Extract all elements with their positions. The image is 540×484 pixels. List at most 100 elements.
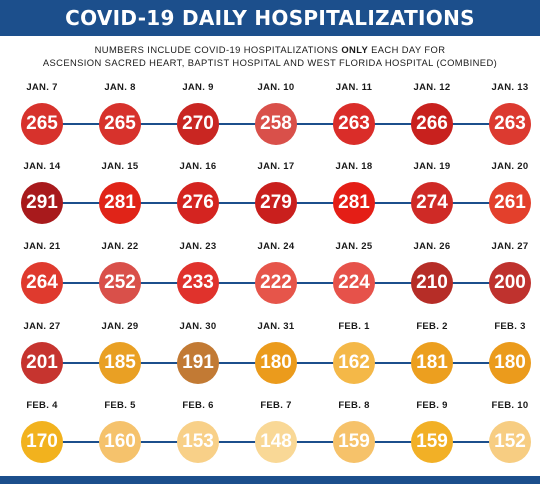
- hospitalization-count-circle: 191: [177, 342, 219, 384]
- hospitalization-count-circle: 170: [21, 421, 63, 463]
- hospitalization-count-circle: 180: [255, 342, 297, 384]
- date-label: JAN. 17: [257, 161, 295, 172]
- subtitle-line-1-post: EACH DAY FOR: [368, 44, 446, 55]
- hospitalization-count-circle: 270: [177, 103, 219, 145]
- hospitalization-count-circle: 264: [21, 262, 63, 304]
- day-cell: FEB. 4 170: [12, 400, 72, 470]
- hospitalization-count-circle: 263: [333, 103, 375, 145]
- date-label: FEB. 6: [182, 400, 214, 411]
- date-label: JAN. 26: [413, 241, 451, 252]
- date-label: FEB. 4: [26, 400, 58, 411]
- date-label: JAN. 12: [413, 82, 451, 93]
- day-cell: JAN. 22 252: [90, 241, 150, 311]
- day-cell: JAN. 21 264: [12, 241, 72, 311]
- day-cell: JAN. 9 270: [168, 82, 228, 152]
- day-cell: JAN. 7 265: [12, 82, 72, 152]
- date-label: JAN. 8: [104, 82, 136, 93]
- hospitalization-count-circle: 153: [177, 421, 219, 463]
- day-cell: JAN. 17 279: [246, 161, 306, 231]
- day-cell: JAN. 27 201: [12, 321, 72, 391]
- date-label: JAN. 25: [335, 241, 373, 252]
- day-cell: JAN. 12 266: [402, 82, 462, 152]
- hospitalization-count-circle: 265: [21, 103, 63, 145]
- title-banner: COVID-19 DAILY HOSPITALIZATIONS: [0, 0, 540, 36]
- hospitalization-count-circle: 233: [177, 262, 219, 304]
- subtitle-line-1-bold: ONLY: [341, 44, 369, 55]
- date-label: JAN. 24: [257, 241, 295, 252]
- date-label: FEB. 5: [104, 400, 136, 411]
- subtitle-line-1-pre: NUMBERS INCLUDE COVID-19 HOSPITALIZATION…: [94, 44, 342, 55]
- date-label: JAN. 23: [179, 241, 217, 252]
- day-cell: FEB. 3 180: [480, 321, 540, 391]
- hospitalization-count-circle: 258: [255, 103, 297, 145]
- day-cell: JAN. 8 265: [90, 82, 150, 152]
- date-label: FEB. 3: [494, 321, 526, 332]
- hospitalization-count-circle: 291: [21, 182, 63, 224]
- date-label: JAN. 21: [23, 241, 61, 252]
- week-row: JAN. 27 201 JAN. 29 185 JAN. 30 191 JAN. 31 180…: [0, 321, 540, 391]
- day-cell: JAN. 14 291: [12, 161, 72, 231]
- date-label: FEB. 2: [416, 321, 448, 332]
- week-row: JAN. 7 265 JAN. 8 265 JAN. 9 270 JAN. 10 258 JAN…: [0, 82, 540, 152]
- footer-bar: [0, 476, 540, 484]
- day-cell: JAN. 25 224: [324, 241, 384, 311]
- day-cell: JAN. 30 191: [168, 321, 228, 391]
- day-cell: JAN. 11 263: [324, 82, 384, 152]
- day-cell: JAN. 19 274: [402, 161, 462, 231]
- day-cell: FEB. 9 159: [402, 400, 462, 470]
- hospitalization-count-circle: 281: [99, 182, 141, 224]
- hospitalization-count-circle: 224: [333, 262, 375, 304]
- subtitle-line-2: ASCENSION SACRED HEART, BAPTIST HOSPITAL…: [42, 57, 498, 68]
- day-cell: FEB. 1 162: [324, 321, 384, 391]
- date-label: JAN. 20: [491, 161, 529, 172]
- hospitalization-count-circle: 261: [489, 182, 531, 224]
- day-cell: FEB. 2 181: [402, 321, 462, 391]
- day-cell: JAN. 18 281: [324, 161, 384, 231]
- date-label: JAN. 10: [257, 82, 295, 93]
- hospitalization-count-circle: 180: [489, 342, 531, 384]
- hospitalization-count-circle: 201: [21, 342, 63, 384]
- hospitalization-count-circle: 276: [177, 182, 219, 224]
- date-label: JAN. 22: [101, 241, 139, 252]
- day-cell: JAN. 27 200: [480, 241, 540, 311]
- day-cell: FEB. 6 153: [168, 400, 228, 470]
- date-label: JAN. 9: [182, 82, 214, 93]
- day-cell: FEB. 10 152: [480, 400, 540, 470]
- subtitle: NUMBERS INCLUDE COVID-19 HOSPITALIZATION…: [0, 43, 540, 69]
- page-title: COVID-19 DAILY HOSPITALIZATIONS: [65, 6, 475, 30]
- week-row: JAN. 14 291 JAN. 15 281 JAN. 16 276 JAN. 17 279…: [0, 161, 540, 231]
- hospitalization-count-circle: 152: [489, 421, 531, 463]
- hospitalization-count-circle: 279: [255, 182, 297, 224]
- date-label: JAN. 31: [257, 321, 295, 332]
- hospitalization-count-circle: 148: [255, 421, 297, 463]
- date-label: JAN. 27: [23, 321, 61, 332]
- date-label: JAN. 29: [101, 321, 139, 332]
- date-label: FEB. 8: [338, 400, 370, 411]
- subtitle-line-1: NUMBERS INCLUDE COVID-19 HOSPITALIZATION…: [0, 43, 540, 56]
- hospitalization-count-circle: 181: [411, 342, 453, 384]
- day-cell: JAN. 13 263: [480, 82, 540, 152]
- day-cell: JAN. 29 185: [90, 321, 150, 391]
- hospitalization-count-circle: 281: [333, 182, 375, 224]
- day-cell: FEB. 5 160: [90, 400, 150, 470]
- date-label: JAN. 30: [179, 321, 217, 332]
- date-label: FEB. 1: [338, 321, 370, 332]
- date-label: JAN. 16: [179, 161, 217, 172]
- day-cell: JAN. 20 261: [480, 161, 540, 231]
- date-label: JAN. 11: [335, 82, 373, 93]
- day-cell: JAN. 23 233: [168, 241, 228, 311]
- day-cell: JAN. 10 258: [246, 82, 306, 152]
- date-label: JAN. 19: [413, 161, 451, 172]
- date-label: JAN. 14: [23, 161, 61, 172]
- hospitalization-count-circle: 265: [99, 103, 141, 145]
- day-cell: FEB. 7 148: [246, 400, 306, 470]
- date-label: FEB. 9: [416, 400, 448, 411]
- hospitalization-count-circle: 159: [411, 421, 453, 463]
- day-cell: FEB. 8 159: [324, 400, 384, 470]
- date-label: JAN. 18: [335, 161, 373, 172]
- day-cell: JAN. 24 222: [246, 241, 306, 311]
- date-label: JAN. 7: [26, 82, 58, 93]
- day-cell: JAN. 15 281: [90, 161, 150, 231]
- hospitalization-count-circle: 200: [489, 262, 531, 304]
- hospitalization-count-circle: 160: [99, 421, 141, 463]
